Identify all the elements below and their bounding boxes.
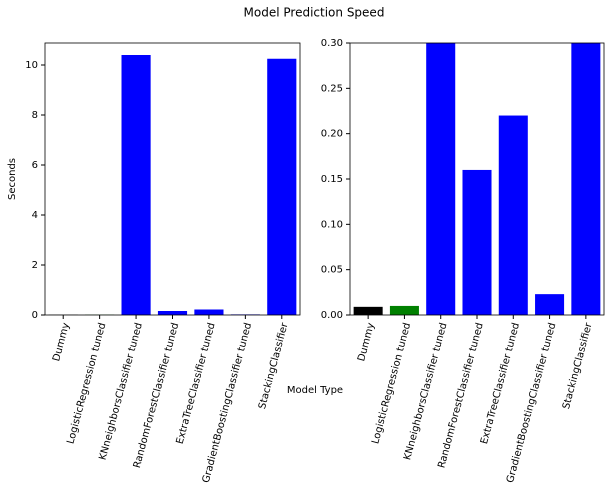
y-tick-label: 2 xyxy=(32,260,38,271)
y-tick-label: 0.05 xyxy=(321,265,343,276)
figure-title: Model Prediction Speed xyxy=(244,6,385,20)
y-tick-label: 0.25 xyxy=(321,83,343,94)
y-axis-label: Seconds xyxy=(7,158,18,200)
x-tick-label: StackingClassifier xyxy=(561,321,595,410)
x-tick-label: LogisticRegression tuned xyxy=(370,322,413,446)
y-tick-label: 8 xyxy=(32,110,38,121)
y-tick-label: 0.10 xyxy=(321,219,343,230)
y-tick-label: 0.30 xyxy=(321,38,343,49)
y-tick-label: 0.20 xyxy=(321,129,343,140)
bar xyxy=(194,309,224,315)
x-tick-label: ExtraTreeClassifier tuned xyxy=(175,322,218,446)
x-tick-label: KNneighborsClassifier tuned xyxy=(98,322,145,462)
bar xyxy=(535,294,565,315)
x-tick-label: Dummy xyxy=(51,322,72,363)
bar xyxy=(498,115,528,315)
x-tick-label: StackingClassifier xyxy=(257,321,291,410)
bar xyxy=(389,305,419,315)
bar xyxy=(157,311,188,315)
axes-frame xyxy=(44,42,301,316)
bar xyxy=(121,55,151,315)
plot-area xyxy=(48,55,297,315)
x-tick-label: Dummy xyxy=(356,322,377,363)
bar xyxy=(353,306,383,315)
x-tick-label: ExtraTreeClassifier tuned xyxy=(479,322,522,446)
bar xyxy=(571,43,601,315)
x-tick-label: LogisticRegression tuned xyxy=(65,322,108,446)
x-axis-label: Model Type xyxy=(287,385,343,396)
y-tick-label: 10 xyxy=(25,60,38,71)
bar xyxy=(462,169,492,315)
y-tick-label: 0 xyxy=(32,310,38,321)
plot-area xyxy=(353,43,601,315)
y-tick-label: 6 xyxy=(32,160,38,171)
bar xyxy=(267,58,297,315)
y-tick-label: 4 xyxy=(32,210,38,221)
y-tick-label: 0.00 xyxy=(321,310,343,321)
axes-frame xyxy=(349,42,605,316)
bar xyxy=(426,43,456,315)
y-tick-label: 0.15 xyxy=(321,174,343,185)
